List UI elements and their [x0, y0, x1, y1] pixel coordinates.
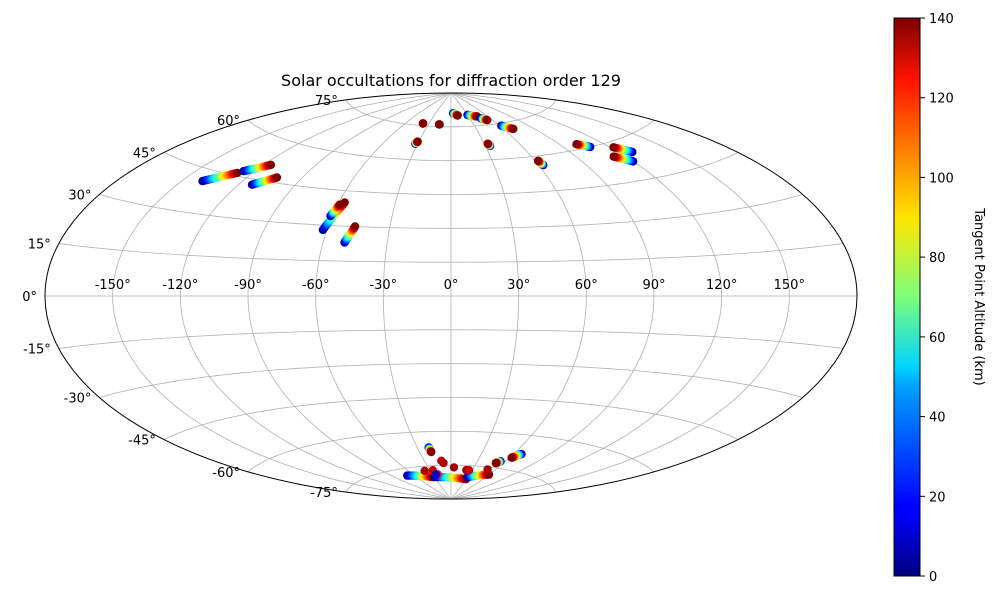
lat-tick-label: 75° — [315, 94, 338, 109]
colorbar-tick-label: 40 — [929, 411, 946, 426]
parallel-line — [99, 363, 803, 398]
parallel-line — [247, 119, 655, 162]
colorbar: 0 20 40 60 80 100 120 140 Tangent Point Altitud… — [893, 12, 986, 585]
parallel-line — [345, 99, 557, 128]
scatter-point — [272, 173, 282, 182]
lat-tick-label: -75° — [310, 486, 338, 501]
scatter-point — [464, 466, 474, 475]
colorbar-tick-label: 60 — [929, 331, 946, 346]
lat-tick-label: 30° — [68, 189, 91, 204]
scatter-point — [266, 160, 276, 170]
lon-tick-label: -150° — [95, 278, 131, 293]
lon-tick-label: 0° — [444, 278, 459, 293]
scatter-point — [335, 200, 344, 209]
scatter-point — [609, 143, 618, 152]
scatter-point — [533, 156, 543, 165]
scatter-point — [453, 111, 462, 120]
lon-tick-label: 60° — [575, 278, 598, 293]
lat-tick-label: 0° — [22, 290, 37, 305]
lon-tick-label: 120° — [706, 278, 737, 293]
lon-tick-label: 30° — [507, 278, 530, 293]
scatter-points — [198, 109, 638, 484]
lon-tick-label: -30° — [369, 278, 397, 293]
scatter-point — [483, 139, 492, 148]
colorbar-tick-label: 0 — [929, 570, 937, 585]
lon-tick-label: -120° — [162, 278, 198, 293]
map-boundary — [44, 92, 858, 500]
scatter-point — [434, 120, 444, 129]
scatter-point — [483, 115, 492, 125]
parallel-line — [58, 243, 844, 263]
colorbar-tick-label: 20 — [929, 490, 946, 505]
lon-tick-label: -90° — [234, 278, 262, 293]
scatter-point — [509, 124, 518, 134]
lat-tick-label: 15° — [28, 238, 51, 253]
colorbar-ticks: 0 20 40 60 80 100 120 140 — [920, 12, 954, 585]
lat-tick-label: -15° — [23, 343, 51, 358]
scatter-point — [427, 447, 436, 457]
colorbar-tick-label: 100 — [929, 171, 954, 186]
parallel-line — [99, 194, 803, 229]
lon-tick-label: 150° — [774, 278, 805, 293]
lat-tick-label: -60° — [212, 466, 240, 481]
colorbar-tick-label: 80 — [929, 251, 946, 266]
lon-tick-label: 90° — [642, 278, 665, 293]
scatter-point — [507, 453, 516, 462]
scatter-point — [572, 140, 581, 149]
lat-tick-label: 60° — [217, 114, 240, 129]
scatter-point — [609, 152, 618, 161]
lat-tick-label: -45° — [128, 434, 156, 449]
scatter-point — [431, 470, 441, 479]
lon-tick-label: -60° — [302, 278, 330, 293]
colorbar-tick-label: 120 — [929, 92, 954, 107]
parallel-line — [247, 430, 655, 473]
parallel-line — [163, 152, 739, 195]
scatter-point — [483, 465, 492, 474]
scatter-point — [439, 458, 448, 468]
lat-tick-label: -30° — [64, 392, 92, 407]
chart-title: Solar occultations for diffraction order… — [281, 71, 621, 90]
scatter-point — [420, 466, 429, 475]
lat-tick-label: 45° — [133, 147, 156, 162]
latitude-tick-labels: 75° 60° 45° 30° 15° 0° -15° -30° -45° -60° -75° — [22, 94, 338, 501]
longitude-tick-labels: -150° -120° -90° -60° -30° 0° 30° 60° 90° 120° 150… — [95, 278, 805, 293]
scatter-point — [449, 463, 459, 472]
scatter-point — [413, 137, 422, 146]
colorbar-tick-label: 140 — [929, 12, 954, 27]
graticule — [45, 93, 857, 499]
scatter-point — [350, 222, 360, 231]
scatter-point — [491, 458, 500, 468]
colorbar-label: Tangent Point Altitude (km) — [971, 207, 986, 385]
parallel-line — [58, 329, 844, 349]
scatter-point — [418, 119, 428, 128]
parallel-line — [163, 397, 739, 440]
colorbar-gradient — [893, 17, 921, 577]
